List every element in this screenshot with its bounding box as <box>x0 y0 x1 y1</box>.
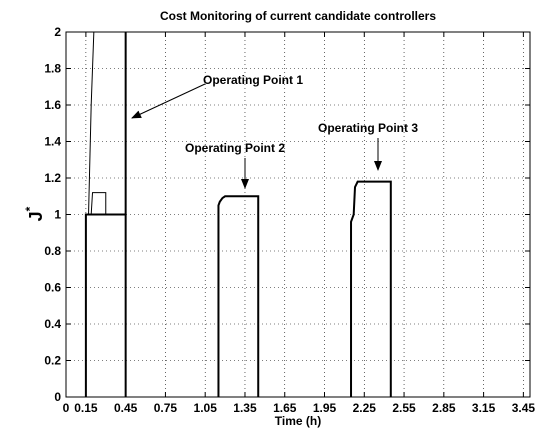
y-tick-label: 0 <box>54 390 61 404</box>
series-line <box>84 32 127 397</box>
x-tick-label: 1.65 <box>273 401 297 415</box>
y-tick-label: 0.2 <box>44 354 61 368</box>
x-tick-label: 3.45 <box>512 401 536 415</box>
x-tick-label: 0 <box>63 401 70 415</box>
axes-box <box>65 31 531 398</box>
x-axis-label: Time (h) <box>275 414 321 428</box>
x-tick-label: 3.15 <box>472 401 496 415</box>
x-tick-label: 0.75 <box>154 401 178 415</box>
series-line <box>350 180 392 397</box>
annotation-arrow <box>131 83 206 119</box>
y-tick-label: 1 <box>54 208 61 222</box>
y-tick-label: 0.6 <box>44 281 61 295</box>
x-tick-label: 1.35 <box>233 401 257 415</box>
x-tick-label: 2.85 <box>432 401 456 415</box>
chart-title: Cost Monitoring of current candidate con… <box>160 9 436 23</box>
y-tick-label: 2 <box>54 25 61 39</box>
x-tick-label: 1.95 <box>313 401 337 415</box>
plot-area: 0 0.2 0.4 0.6 0.8 1 1.2 1.4 1.6 1.8 2 0 0.15 0.45 0.75… <box>44 25 535 415</box>
y-tick-label: 1.6 <box>44 98 61 112</box>
y-tick-label: 1.2 <box>44 171 61 185</box>
y-tick-label: 1.8 <box>44 62 61 76</box>
y-tick-label: 0.4 <box>44 317 61 331</box>
x-tick-label: 2.55 <box>392 401 416 415</box>
annotation: Operating Point 1 <box>203 73 303 87</box>
y-label-base: J <box>26 211 46 221</box>
annotation: Operating Point 3 <box>318 121 418 135</box>
x-tick-label: 0.45 <box>114 401 138 415</box>
series-line <box>90 192 107 215</box>
x-tick-label: 0.15 <box>74 401 98 415</box>
annotation: Operating Point 2 <box>185 141 285 155</box>
series-line <box>217 195 260 397</box>
y-tick-label: 1.4 <box>44 135 61 149</box>
series-line <box>88 31 95 215</box>
y-tick-label: 0.8 <box>44 244 61 258</box>
x-tick-label: 2.25 <box>353 401 377 415</box>
y-axis-label: J* <box>23 206 46 221</box>
y-label-sup: * <box>23 206 37 211</box>
x-tick-label: 1.05 <box>194 401 218 415</box>
